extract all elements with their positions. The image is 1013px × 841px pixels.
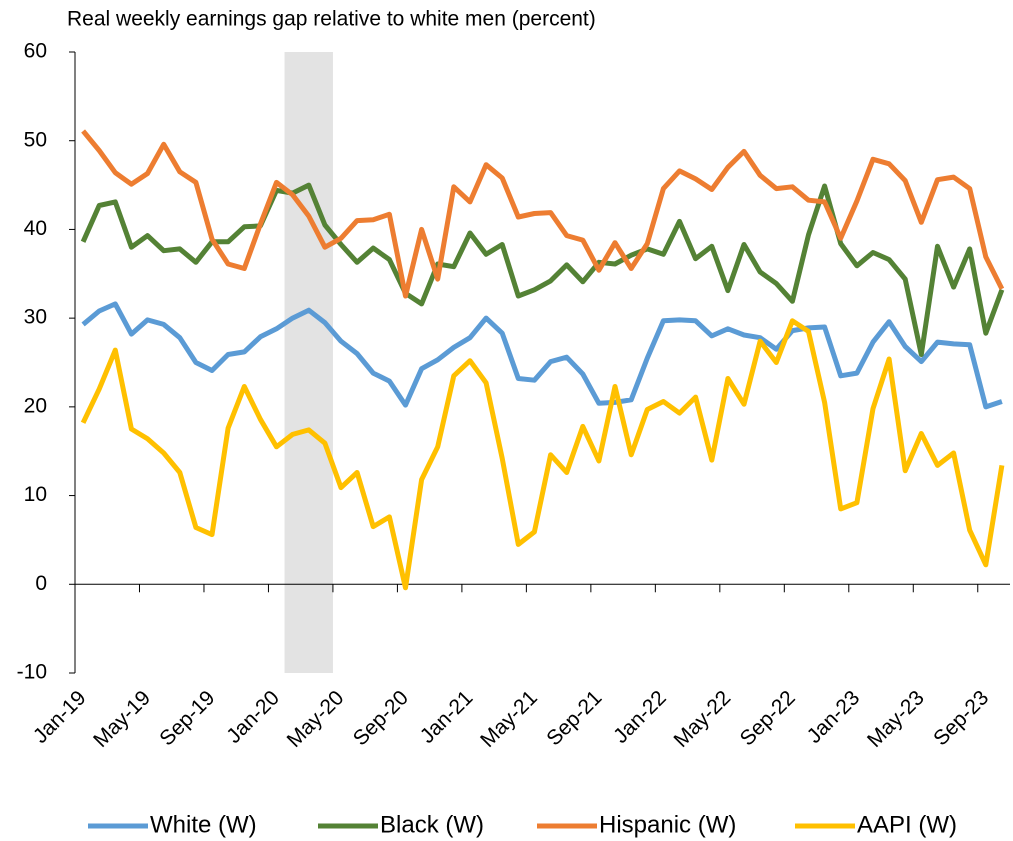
shaded-period [284, 52, 333, 673]
x-tick-label: Sep-23 [929, 686, 993, 750]
legend-label: White (W) [150, 811, 257, 838]
series-line [81, 129, 1005, 299]
x-tick-label: Sep-22 [736, 686, 800, 750]
y-tick-label: -10 [17, 661, 47, 684]
x-tick-label: May-21 [476, 686, 542, 752]
legend-label: Black (W) [380, 811, 484, 838]
x-tick-label: May-19 [89, 686, 155, 752]
x-tick-label: Jan-19 [29, 686, 91, 748]
x-tick-label: Jan-22 [609, 686, 671, 748]
y-tick-label: 0 [35, 572, 47, 595]
legend-label: AAPI (W) [857, 811, 957, 838]
y-tick-label: 30 [24, 306, 47, 329]
series-line [80, 318, 1005, 591]
y-tick-label: 50 [24, 128, 47, 151]
y-tick-label: 60 [24, 40, 47, 63]
series-line [81, 301, 1003, 410]
x-tick-label: Jan-21 [416, 686, 478, 748]
x-tick-label: May-20 [283, 686, 349, 752]
y-tick-label: 40 [24, 217, 47, 240]
y-tick-label: 10 [24, 483, 47, 506]
y-tick-label: 20 [24, 394, 47, 417]
series-line [80, 182, 1005, 357]
x-tick-label: Sep-20 [349, 686, 413, 750]
x-tick-label: Jan-23 [803, 686, 865, 748]
legend-label: Hispanic (W) [599, 811, 736, 838]
x-tick-label: Sep-19 [155, 686, 219, 750]
x-tick-label: May-23 [863, 686, 929, 752]
x-tick-label: Sep-21 [542, 686, 606, 750]
x-tick-label: May-22 [670, 686, 736, 752]
chart-title: Real weekly earnings gap relative to whi… [67, 8, 596, 31]
x-tick-label: Jan-20 [222, 686, 284, 748]
